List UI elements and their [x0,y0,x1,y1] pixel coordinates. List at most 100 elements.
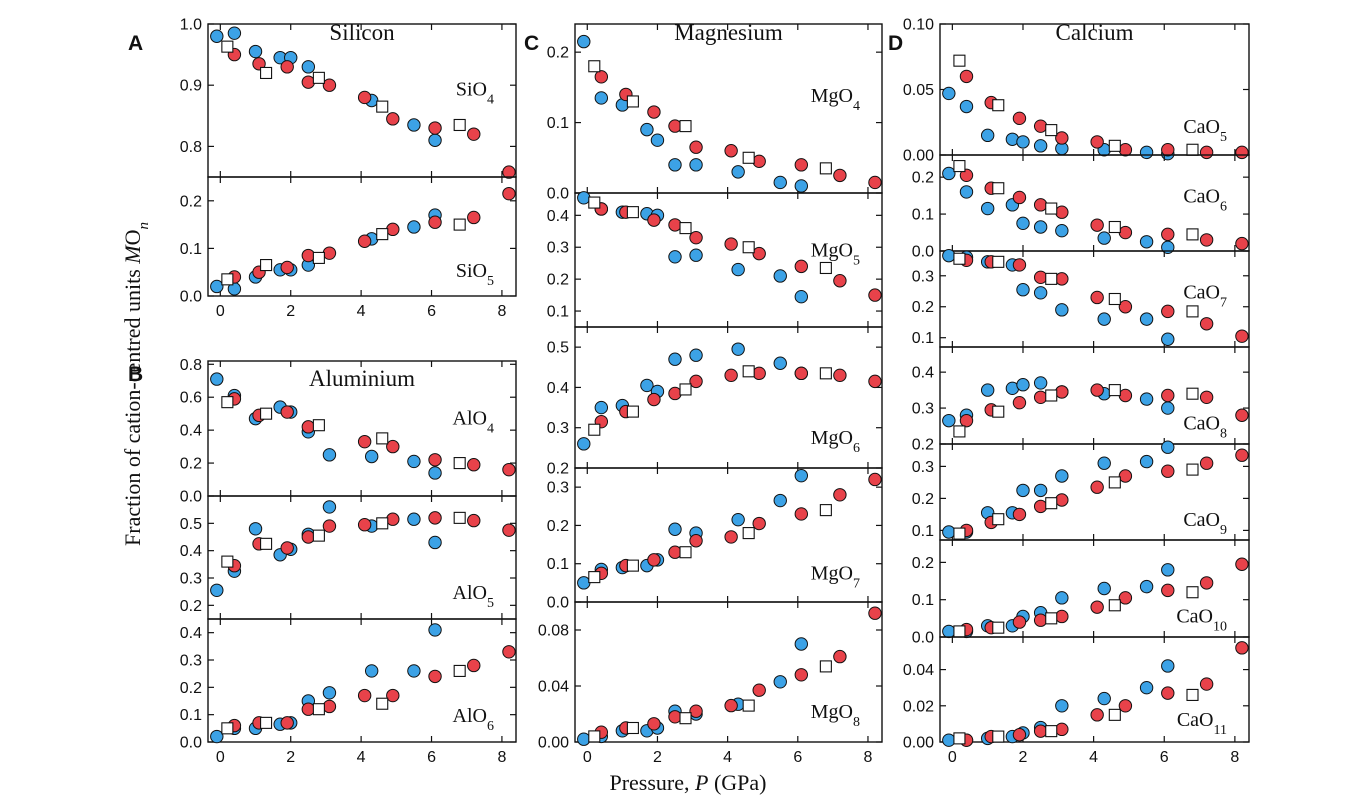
data-point-open-square [953,732,966,745]
data-point-open-square [679,712,692,725]
data-point-red [647,105,661,119]
panel-letter-d: D [888,32,903,55]
data-point-red [322,699,337,714]
data-point-red [301,75,316,89]
data-point-open-square [953,54,966,67]
data-point-red [647,213,661,227]
data-point-red [1235,329,1249,343]
y-tick-label: 0.08 [538,623,569,640]
data-point-open-square [1186,228,1199,241]
y-tick-label: 0.1 [180,241,202,258]
data-point-blue [980,383,995,397]
panel-alo6: 0.0 0.1 0.2 0.3 0.4 AlO6 [180,618,517,752]
data-point-blue [942,413,956,428]
data-point-red [1012,395,1027,410]
data-point-red [1118,300,1133,314]
data-point-red [1161,686,1175,700]
y-tick-label: 0.3 [547,420,569,437]
data-point-open-square [1045,202,1058,215]
data-point-red [689,374,703,389]
data-point-blue [668,250,682,264]
data-point-open-square [742,151,755,164]
data-point-red [502,645,516,659]
data-point-red [1090,290,1104,305]
data-point-open-square [953,625,966,638]
y-tick-label: 0.1 [912,523,934,540]
data-point-blue [731,342,745,356]
data-point-open-square [376,697,389,710]
data-point-open-square [992,99,1005,112]
data-point-blue [689,158,703,172]
data-point-blue [959,99,974,114]
data-point-red [1033,119,1048,133]
data-point-blue [407,454,421,469]
data-point-red [668,545,682,559]
panel-cao9: 0.1 0.2 0.3 CaO9 [912,440,1250,541]
data-point-red [280,260,294,275]
data-point-blue [980,201,995,216]
data-point-red [1033,198,1048,212]
data-point-blue [1016,135,1030,149]
y-tick-label: 0.3 [180,653,202,670]
data-point-blue [577,191,591,205]
data-point-red [959,413,974,428]
y-tick-label: 0.1 [912,207,934,224]
series-label-alo5: AlO5 [453,582,494,611]
data-point-red [833,488,847,502]
data-point-open-square [260,66,273,80]
y-tick-label: 0.0 [912,630,934,647]
data-point-blue [364,449,379,464]
data-point-open-square [453,511,466,524]
data-point-blue [1033,376,1048,390]
data-point-blue [942,525,956,539]
data-point-open-square [679,120,692,133]
data-point-open-square [221,396,234,409]
data-point-red [868,374,882,389]
data-point-open-square [376,517,389,530]
data-point-red [1118,143,1133,157]
data-point-open-square [260,537,273,550]
x-tick-label: 0 [216,749,225,766]
data-point-blue [1055,223,1069,238]
data-point-red [502,462,516,477]
data-point-open-square [588,730,601,743]
data-point-open-square [221,40,234,53]
panel-sio5: 0.0 0.1 0.2 SiO5 [180,176,517,306]
data-point-red [1055,131,1069,145]
data-point-blue [577,732,591,746]
data-point-open-square [679,222,692,235]
panel-frame [207,618,517,743]
data-point-red [386,512,400,526]
data-point-open-square [376,228,389,241]
data-point-blue [1161,440,1175,454]
data-point-blue [1055,303,1069,317]
data-point-blue [594,400,609,415]
data-point-open-square [1186,387,1199,400]
panel-cao6: 0.0 0.1 0.2 CaO6 [912,154,1250,261]
data-point-blue [1161,401,1175,415]
x-tick-label: 2 [286,303,295,320]
data-point-open-square [626,559,639,572]
data-point-red [502,523,516,537]
data-point-blue [322,686,337,700]
data-point-red [689,534,703,548]
data-point-open-square [1108,476,1121,489]
y-tick-label: 0.00 [903,735,934,752]
data-point-red [280,60,294,74]
data-point-open-square [742,241,755,254]
data-point-blue [428,466,442,480]
data-point-blue [210,729,224,744]
data-point-open-square [992,182,1005,195]
data-point-blue [1161,332,1175,346]
x-tick-label: 8 [497,749,506,766]
data-point-open-square [453,664,466,677]
data-point-red [280,541,294,555]
data-point-red [1118,225,1133,240]
data-point-red [689,704,703,718]
data-point-open-square [1186,305,1199,318]
data-point-red [1199,233,1214,247]
y-tick-label: 0.2 [912,491,934,508]
panel-cao11: 0.00 0.02 0.04 CaO11 [903,636,1250,752]
data-point-blue [650,133,665,147]
